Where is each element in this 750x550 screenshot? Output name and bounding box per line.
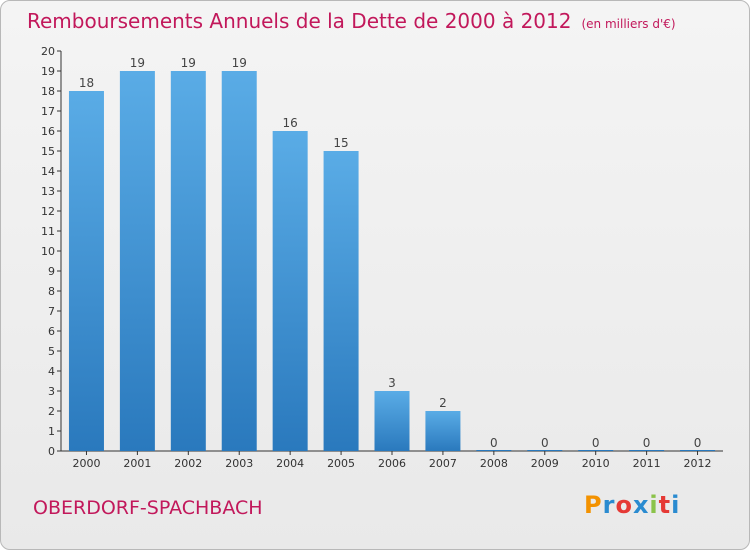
bar-2009 bbox=[527, 450, 563, 451]
x-tick-label: 2002 bbox=[174, 457, 202, 470]
bar-2003 bbox=[221, 71, 257, 451]
y-tick-label: 16 bbox=[41, 125, 55, 138]
x-tick-label: 2011 bbox=[633, 457, 661, 470]
data-label: 0 bbox=[592, 436, 600, 450]
x-tick-label: 2008 bbox=[480, 457, 508, 470]
data-label: 19 bbox=[130, 56, 145, 70]
data-label: 16 bbox=[283, 116, 298, 130]
logo-letter: o bbox=[615, 491, 633, 519]
bar-2007 bbox=[425, 411, 461, 451]
bar-2004 bbox=[272, 131, 308, 451]
y-tick-label: 4 bbox=[48, 365, 55, 378]
bar-2012 bbox=[680, 450, 716, 451]
x-tick-label: 2005 bbox=[327, 457, 355, 470]
x-tick-label: 2006 bbox=[378, 457, 406, 470]
data-label: 19 bbox=[232, 56, 247, 70]
y-tick-label: 3 bbox=[48, 385, 55, 398]
x-tick-label: 2007 bbox=[429, 457, 457, 470]
y-tick-label: 7 bbox=[48, 305, 55, 318]
bar-2011 bbox=[629, 450, 665, 451]
y-tick-label: 0 bbox=[48, 445, 55, 458]
y-tick-label: 20 bbox=[41, 45, 55, 58]
bar-2000 bbox=[68, 91, 104, 451]
logo-letter: i bbox=[649, 491, 659, 519]
data-label: 0 bbox=[490, 436, 498, 450]
y-tick-label: 13 bbox=[41, 185, 55, 198]
bar-2006 bbox=[374, 391, 410, 451]
chart-title: Remboursements Annuels de la Dette de 20… bbox=[27, 9, 676, 33]
logo-letter: t bbox=[658, 491, 672, 519]
logo-letter: P bbox=[584, 491, 603, 519]
proxiti-logo: Proxiti bbox=[584, 491, 680, 519]
x-tick-label: 2003 bbox=[225, 457, 253, 470]
y-tick-label: 19 bbox=[41, 65, 55, 78]
chart-title-text: Remboursements Annuels de la Dette de 20… bbox=[27, 9, 572, 33]
y-tick-label: 2 bbox=[48, 405, 55, 418]
data-label: 0 bbox=[694, 436, 702, 450]
y-tick-label: 8 bbox=[48, 285, 55, 298]
y-tick-label: 15 bbox=[41, 145, 55, 158]
data-label: 18 bbox=[79, 76, 94, 90]
logo-letter: x bbox=[632, 491, 650, 519]
y-tick-label: 14 bbox=[41, 165, 55, 178]
x-tick-label: 2000 bbox=[72, 457, 100, 470]
y-tick-label: 17 bbox=[41, 105, 55, 118]
logo-letter: i bbox=[671, 491, 681, 519]
commune-name: OBERDORF-SPACHBACH bbox=[33, 497, 263, 519]
y-tick-label: 1 bbox=[48, 425, 55, 438]
bar-2002 bbox=[170, 71, 206, 451]
y-tick-label: 12 bbox=[41, 205, 55, 218]
bar-2010 bbox=[578, 450, 614, 451]
data-label: 15 bbox=[333, 136, 348, 150]
logo-letter: r bbox=[602, 491, 616, 519]
x-tick-label: 2012 bbox=[684, 457, 712, 470]
data-label: 0 bbox=[541, 436, 549, 450]
y-tick-label: 5 bbox=[48, 345, 55, 358]
x-tick-label: 2001 bbox=[123, 457, 151, 470]
y-tick-label: 11 bbox=[41, 225, 55, 238]
y-tick-label: 10 bbox=[41, 245, 55, 258]
chart-unit: (en milliers d'€) bbox=[581, 17, 676, 31]
bars bbox=[68, 71, 716, 451]
bar-2008 bbox=[476, 450, 512, 451]
y-tick-label: 18 bbox=[41, 85, 55, 98]
y-tick-label: 6 bbox=[48, 325, 55, 338]
data-label: 19 bbox=[181, 56, 196, 70]
data-label: 3 bbox=[388, 376, 396, 390]
bar-2001 bbox=[119, 71, 155, 451]
data-label: 0 bbox=[643, 436, 651, 450]
data-label: 2 bbox=[439, 396, 447, 410]
bar-2005 bbox=[323, 151, 359, 451]
y-tick-label: 9 bbox=[48, 265, 55, 278]
x-tick-label: 2009 bbox=[531, 457, 559, 470]
data-labels: 18 19 19 19 16 15 3 2 0 0 0 0 0 bbox=[79, 56, 702, 450]
x-tick-label: 2004 bbox=[276, 457, 304, 470]
x-tick-label: 2010 bbox=[582, 457, 610, 470]
